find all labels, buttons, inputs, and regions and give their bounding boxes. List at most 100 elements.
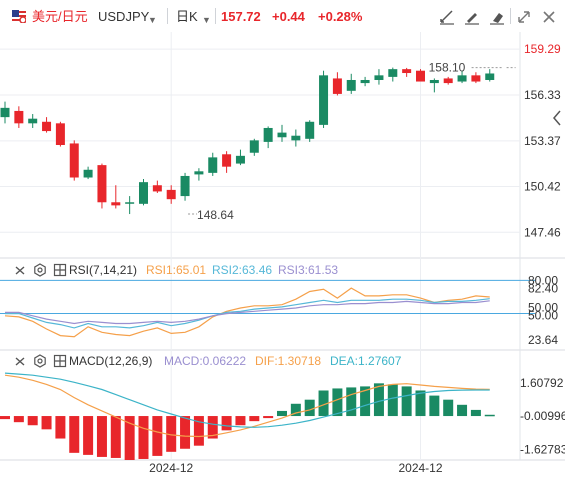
candle-body <box>457 75 467 82</box>
dif-legend: DIF:1.30718 <box>255 354 322 368</box>
macd-bar <box>415 390 426 417</box>
candle-body <box>429 79 439 84</box>
eye-icon[interactable] <box>14 264 26 276</box>
macd-bar <box>152 416 163 456</box>
rsi-axis-label: 82.40 <box>528 281 558 295</box>
macd-bar <box>69 416 80 453</box>
candle-body <box>388 69 398 77</box>
rsi-lines <box>4 287 490 338</box>
macd-bar <box>110 416 121 458</box>
candle-body <box>249 140 259 153</box>
date-axis-label: 2024-12 <box>398 461 442 475</box>
candle-body <box>319 75 329 125</box>
candle-body <box>222 154 232 167</box>
grid-icon[interactable] <box>53 354 67 368</box>
macd-bar <box>332 388 343 417</box>
pencil-icon[interactable] <box>462 7 482 27</box>
draw-icon[interactable] <box>437 7 457 27</box>
macd-bar <box>27 416 38 426</box>
rsi3-legend: RSI3:61.53 <box>278 263 339 277</box>
macd-bar <box>41 416 52 430</box>
candle-body <box>180 175 190 197</box>
candle-body <box>263 127 273 142</box>
timeframe-selector[interactable]: 日K <box>176 9 198 24</box>
candle-body <box>291 135 301 141</box>
macd-bar <box>13 416 24 423</box>
candle-body <box>443 78 453 84</box>
macd-bar <box>83 416 94 455</box>
candle-body <box>166 189 176 200</box>
candle-body <box>97 165 107 203</box>
price-change: +0.44 <box>272 9 305 24</box>
rsi-axis-label: 50.00 <box>528 309 558 323</box>
candle-body <box>125 202 135 204</box>
candle-body <box>416 70 425 82</box>
settings-icon[interactable] <box>33 354 47 368</box>
macd-bar <box>221 416 232 431</box>
rsi2-legend: RSI2:63.46 <box>212 263 273 277</box>
macd-bar <box>304 399 315 417</box>
price-axis-label: 150.42 <box>524 179 561 193</box>
close-icon[interactable] <box>539 7 559 27</box>
flag-icon <box>12 10 26 23</box>
macd-bar <box>207 416 218 439</box>
candle-body <box>139 182 148 204</box>
rsi-axis-label: 50.00 <box>528 301 558 315</box>
macd-bar <box>387 384 398 417</box>
candle-body <box>235 155 245 164</box>
candle-body <box>485 73 495 80</box>
candle-body <box>305 121 315 139</box>
price-change-percent: +0.28% <box>318 9 363 24</box>
macd-bar <box>318 390 329 417</box>
divider <box>167 8 168 24</box>
symbol-selector[interactable]: USDJPY <box>98 9 150 24</box>
candle-body <box>402 69 412 74</box>
eye-icon[interactable] <box>14 355 26 367</box>
candle-body <box>28 118 38 124</box>
chevron-left-icon[interactable] <box>551 108 563 128</box>
rsi-line-rsi3 <box>5 300 490 325</box>
candle-body <box>374 75 384 80</box>
macd-bar <box>277 410 287 417</box>
rsi-axis-label: 23.64 <box>528 333 558 347</box>
candle-body <box>208 157 218 173</box>
caret-down-icon[interactable]: ▼ <box>202 15 211 25</box>
macd-bar <box>124 416 135 460</box>
rsi-title: RSI(7,14,21) <box>69 263 138 277</box>
divider <box>215 8 216 24</box>
macd-histogram <box>0 372 495 460</box>
macd-bar <box>346 387 357 417</box>
candle-body <box>42 121 52 132</box>
candle-body <box>332 78 342 94</box>
macd-bar <box>0 416 10 420</box>
settings-icon[interactable] <box>33 263 47 277</box>
caret-down-icon[interactable]: ▼ <box>148 15 157 25</box>
date-axis-label: 2024-12 <box>149 461 193 475</box>
pair-name[interactable]: 美元/日元 <box>32 9 88 24</box>
macd-bar <box>484 414 495 417</box>
candle-body <box>346 79 356 91</box>
divider <box>510 8 511 24</box>
price-axis-label: 153.37 <box>524 134 561 148</box>
macd-bar <box>235 416 246 426</box>
candle-body <box>83 169 93 178</box>
rsi-axis-label: 80.00 <box>528 273 558 287</box>
price-axis-label: 156.33 <box>524 88 561 102</box>
eraser-icon[interactable] <box>487 7 507 27</box>
macd-bar <box>263 416 274 419</box>
candle-body <box>69 143 79 178</box>
macd-bar <box>249 416 260 422</box>
grid-icon[interactable] <box>53 263 67 277</box>
collapse-icon[interactable] <box>514 7 534 27</box>
candle-body <box>360 79 370 84</box>
candle-body <box>152 185 162 192</box>
macd-bar <box>360 386 371 417</box>
candle-body <box>277 132 287 138</box>
high-price-label: 158.10 <box>429 61 466 75</box>
macd-axis-label: -1.62783 <box>520 442 565 456</box>
macd-bar <box>373 383 384 417</box>
macd-bar <box>470 409 481 417</box>
current-price: 157.72 <box>221 9 261 24</box>
low-price-label: 148.64 <box>197 208 234 222</box>
